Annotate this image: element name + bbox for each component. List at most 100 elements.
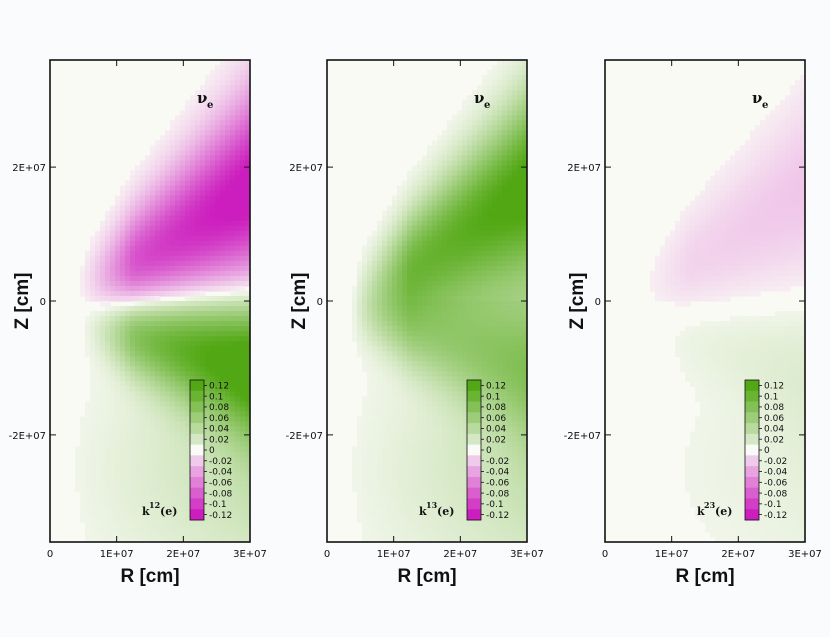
- heatmap-cell: [482, 396, 488, 403]
- heatmap-cell: [225, 175, 231, 182]
- heatmap-cell: [422, 396, 428, 403]
- heatmap-cell: [422, 210, 428, 217]
- heatmap-cell: [95, 526, 101, 533]
- heatmap-cell: [195, 255, 201, 262]
- heatmap-cell: [412, 536, 418, 542]
- heatmap-cell: [457, 491, 463, 498]
- heatmap-cell: [432, 280, 438, 287]
- heatmap-cell: [462, 316, 468, 322]
- heatmap-cell: [367, 526, 373, 533]
- heatmap-cell: [205, 531, 211, 538]
- heatmap-cell: [442, 496, 448, 503]
- heatmap-cell: [367, 260, 373, 267]
- heatmap-cell: [95, 386, 101, 392]
- heatmap-cell: [437, 160, 443, 167]
- heatmap-cell: [225, 306, 231, 312]
- heatmap-cell: [482, 511, 488, 518]
- heatmap-cell: [492, 311, 498, 317]
- heatmap-cell: [130, 351, 136, 357]
- heatmap-cell: [100, 351, 106, 357]
- heatmap-cell: [210, 516, 216, 523]
- heatmap-cell: [185, 145, 191, 151]
- heatmap-cell: [372, 316, 378, 322]
- heatmap-cell: [220, 451, 226, 458]
- heatmap-cell: [225, 255, 231, 262]
- heatmap-cell: [240, 396, 246, 403]
- heatmap-cell: [145, 285, 151, 292]
- heatmap-cell: [180, 185, 186, 192]
- heatmap-cell: [115, 521, 121, 528]
- heatmap-cell: [245, 95, 250, 101]
- heatmap-cell: [245, 220, 250, 227]
- heatmap-cell: [225, 321, 231, 327]
- heatmap-cell: [412, 195, 418, 202]
- heatmap-cell: [195, 205, 201, 212]
- heatmap-cell: [377, 285, 383, 292]
- heatmap-cell: [497, 346, 503, 352]
- heatmap-cell: [427, 275, 433, 282]
- heatmap-cell: [432, 526, 438, 533]
- heatmap-cell: [392, 321, 398, 327]
- heatmap-cell: [397, 255, 403, 262]
- heatmap-cell: [477, 245, 483, 252]
- heatmap-cell: [432, 416, 438, 423]
- heatmap-cell: [210, 220, 216, 227]
- heatmap-cell: [482, 356, 488, 362]
- heatmap-cell: [225, 366, 231, 372]
- heatmap-cell: [402, 476, 408, 483]
- heatmap-cell: [205, 416, 211, 423]
- heatmap-cell: [447, 366, 453, 372]
- heatmap-cell: [85, 521, 91, 528]
- heatmap-cell: [245, 190, 250, 197]
- heatmap-cell: [220, 396, 226, 403]
- heatmap-cell: [482, 110, 488, 116]
- heatmap-cell: [417, 371, 423, 377]
- heatmap-cell: [452, 346, 458, 352]
- heatmap-cell: [402, 250, 408, 257]
- heatmap-cell: [447, 225, 453, 232]
- heatmap-cell: [245, 180, 250, 187]
- heatmap-cell: [175, 486, 181, 493]
- heatmap-cell: [150, 260, 156, 267]
- heatmap-cell: [185, 255, 191, 262]
- heatmap-cell: [180, 145, 186, 151]
- heatmap-cell: [407, 421, 413, 428]
- heatmap-cell: [447, 255, 453, 262]
- heatmap-cell: [195, 155, 201, 162]
- heatmap-cell: [452, 516, 458, 523]
- heatmap-cell: [447, 326, 453, 332]
- heatmap-cell: [185, 175, 191, 182]
- heatmap-cell: [472, 361, 478, 367]
- heatmap-cell: [377, 496, 383, 503]
- heatmap-cell: [437, 245, 443, 252]
- heatmap-cell: [200, 160, 206, 167]
- heatmap-cell: [215, 411, 221, 418]
- heatmap-cell: [145, 466, 151, 473]
- heatmap-cell: [422, 466, 428, 473]
- heatmap-cell: [362, 346, 368, 352]
- heatmap-cell: [437, 200, 443, 207]
- heatmap-cell: [245, 215, 250, 222]
- heatmap-cell: [452, 295, 458, 302]
- heatmap-cell: [220, 491, 226, 498]
- heatmap-cell: [90, 436, 96, 443]
- heatmap-cell: [245, 316, 250, 322]
- heatmap-cell: [487, 245, 493, 252]
- heatmap-cell: [105, 506, 111, 513]
- heatmap-cell: [165, 441, 171, 448]
- heatmap-cell: [397, 250, 403, 257]
- heatmap-cell: [392, 240, 398, 247]
- heatmap-cell: [492, 240, 498, 247]
- heatmap-cell: [230, 70, 236, 76]
- heatmap-cell: [372, 255, 378, 262]
- heatmap-cell: [412, 280, 418, 287]
- heatmap-cell: [135, 316, 141, 322]
- heatmap-cell: [130, 260, 136, 267]
- heatmap-cell: [220, 210, 226, 217]
- heatmap-cell: [140, 501, 146, 508]
- heatmap-cell: [427, 195, 433, 202]
- heatmap-cell: [492, 341, 498, 347]
- heatmap-cell: [392, 225, 398, 232]
- heatmap-cell: [195, 200, 201, 207]
